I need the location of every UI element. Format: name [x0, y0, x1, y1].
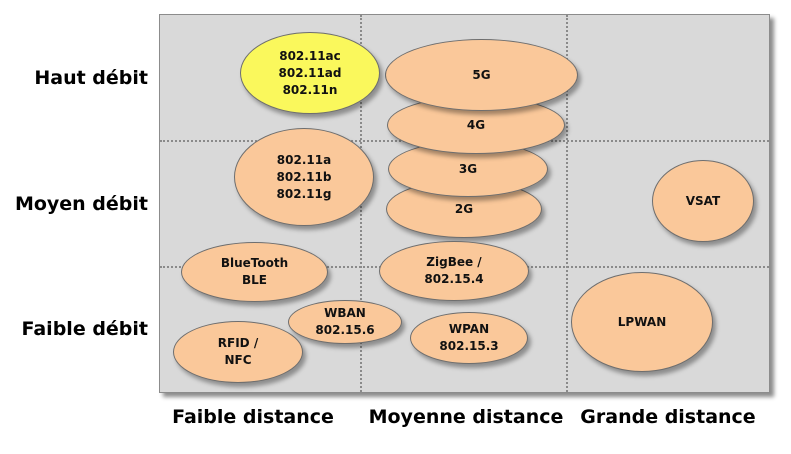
- bubble-bluetooth-line-1: BlueTooth: [220, 256, 289, 270]
- bubble-4g-label: 4G: [466, 117, 486, 132]
- bubble-3g-label: 3G: [458, 161, 478, 176]
- bubble-wban-line-2: 802.15.6: [315, 323, 375, 337]
- bubble-lpwan: LPWAN: [571, 272, 713, 372]
- row-label-low-throughput: Faible débit: [21, 318, 149, 340]
- bubble-zigbee-line-2: 802.15.4: [424, 272, 484, 286]
- bubble-wifi-medium: 802.11a 802.11b 802.11g: [234, 128, 374, 226]
- bubble-rfid: RFID / NFC: [173, 321, 303, 383]
- bubble-wifi-high-line-2: 802.11ad: [278, 65, 342, 80]
- bubble-wpan-line-2: 802.15.3: [439, 339, 499, 353]
- bubble-wifi-high-line-1: 802.11ac: [279, 48, 341, 63]
- bubble-wpan-line-1: WPAN: [448, 322, 490, 336]
- row-label-high-throughput: Haut débit: [34, 67, 148, 89]
- bubble-vsat: VSAT: [652, 160, 754, 242]
- bubble-5g: 5G: [385, 39, 578, 111]
- bubble-wpan: WPAN 802.15.3: [410, 312, 528, 364]
- column-divider-2: [566, 15, 568, 392]
- bubble-5g-label: 5G: [472, 67, 491, 82]
- row-label-medium-throughput: Moyen débit: [14, 193, 148, 215]
- bubble-wban: WBAN 802.15.6: [288, 300, 402, 344]
- bubble-2g-label: 2G: [454, 201, 474, 216]
- bubble-lpwan-label: LPWAN: [617, 314, 667, 329]
- bubble-wban-line-1: WBAN: [324, 306, 366, 320]
- bubble-rfid-line-2: NFC: [224, 353, 252, 367]
- bubble-wifi-high-line-3: 802.11n: [282, 82, 338, 97]
- bubble-zigbee: ZigBee / 802.15.4: [379, 241, 529, 301]
- bubble-zigbee-line-1: ZigBee /: [426, 255, 482, 269]
- bubble-wifi-high: 802.11ac 802.11ad 802.11n: [240, 32, 380, 114]
- bubble-bluetooth-line-2: BLE: [242, 273, 267, 287]
- bubble-rfid-line-1: RFID /: [217, 336, 259, 350]
- column-label-long-range: Grande distance: [580, 406, 756, 428]
- classification-grid: 2G 3G 4G 5G 802.11ac 802.11ad 802.11n 80…: [159, 14, 770, 393]
- bubble-vsat-label: VSAT: [685, 193, 721, 208]
- bubble-wifi-medium-line-3: 802.11g: [276, 186, 332, 201]
- bubble-bluetooth: BlueTooth BLE: [181, 242, 328, 302]
- column-label-short-range: Faible distance: [172, 406, 334, 428]
- bubble-wifi-medium-line-1: 802.11a: [276, 152, 332, 167]
- column-label-medium-range: Moyenne distance: [368, 406, 564, 428]
- bubble-wifi-medium-line-2: 802.11b: [276, 169, 332, 184]
